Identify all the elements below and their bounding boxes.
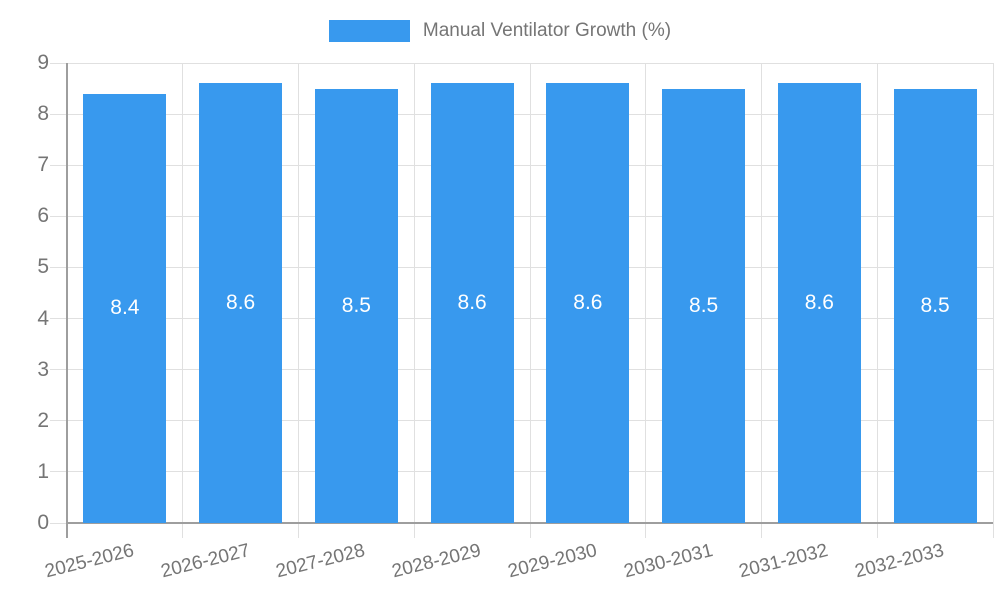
x-axis-label: 2031-2032	[737, 540, 831, 583]
v-gridline	[992, 63, 994, 538]
bar[interactable]: 8.5	[662, 88, 746, 523]
bar[interactable]: 8.5	[314, 88, 398, 523]
bar[interactable]: 8.6	[199, 83, 283, 523]
bar-value-label: 8.6	[804, 291, 834, 315]
legend-label: Manual Ventilator Growth (%)	[422, 20, 672, 41]
bar-value-label: 8.6	[573, 291, 603, 315]
v-gridline	[645, 63, 647, 538]
bar-value-label: 8.5	[689, 293, 719, 317]
x-axis-label: 2028-2029	[389, 540, 484, 583]
y-axis-line	[66, 63, 68, 538]
v-gridline	[413, 63, 415, 538]
y-axis-tick	[50, 369, 67, 371]
bar-value-label: 8.6	[457, 291, 487, 315]
bar-value-label: 8.5	[341, 293, 371, 317]
y-axis-tick	[50, 420, 67, 422]
bar-value-label: 8.4	[110, 296, 140, 320]
x-axis-label: 2027-2028	[274, 540, 368, 583]
v-gridline	[876, 63, 878, 538]
y-axis-tick	[50, 164, 67, 166]
bar[interactable]: 8.6	[777, 83, 861, 523]
y-axis-label: 9	[37, 51, 49, 74]
y-axis-tick	[50, 522, 67, 524]
y-axis-label: 4	[37, 306, 49, 330]
chart-legend[interactable]: Manual Ventilator Growth (%)	[0, 20, 1000, 42]
v-gridline	[182, 63, 184, 538]
x-axis-label: 2026-2027	[158, 540, 252, 583]
y-axis-label: 7	[37, 153, 49, 177]
x-axis-line	[67, 522, 993, 524]
v-gridline	[298, 63, 299, 538]
y-axis-label: 6	[37, 204, 49, 228]
v-gridline	[529, 63, 531, 538]
y-axis-tick	[50, 113, 67, 115]
bar[interactable]: 8.6	[546, 83, 630, 523]
y-axis-tick	[50, 471, 67, 473]
bar[interactable]: 8.5	[893, 88, 977, 523]
bar-value-label: 8.5	[920, 293, 950, 317]
bar-value-label: 8.6	[226, 291, 256, 315]
bar[interactable]: 8.6	[430, 83, 514, 523]
y-axis-label: 8	[37, 102, 49, 126]
y-axis-label: 3	[37, 357, 49, 381]
x-axis-label: 2032-2033	[852, 540, 947, 583]
bar[interactable]: 8.4	[83, 93, 167, 523]
y-axis-tick	[50, 62, 67, 64]
y-axis-label: 2	[37, 408, 49, 432]
x-axis-label: 2029-2030	[505, 540, 599, 583]
x-axis-label: 2030-2031	[621, 540, 715, 583]
x-axis-label: 2025-2026	[42, 540, 136, 583]
y-axis-label: 5	[37, 255, 49, 279]
y-axis-tick	[50, 266, 67, 268]
v-gridline	[761, 63, 762, 538]
y-axis-tick	[50, 215, 67, 217]
y-axis-tick	[50, 318, 67, 320]
plot-area: 0 1 2 3 4 5 6 7 8 9 8.4 8.6 8.5 8.6 8.6 8.5 8.6 8.5 2025-2…	[37, 51, 994, 582]
legend-swatch	[328, 20, 410, 42]
y-axis-label: 0	[37, 511, 49, 534]
y-axis-label: 1	[37, 459, 49, 483]
